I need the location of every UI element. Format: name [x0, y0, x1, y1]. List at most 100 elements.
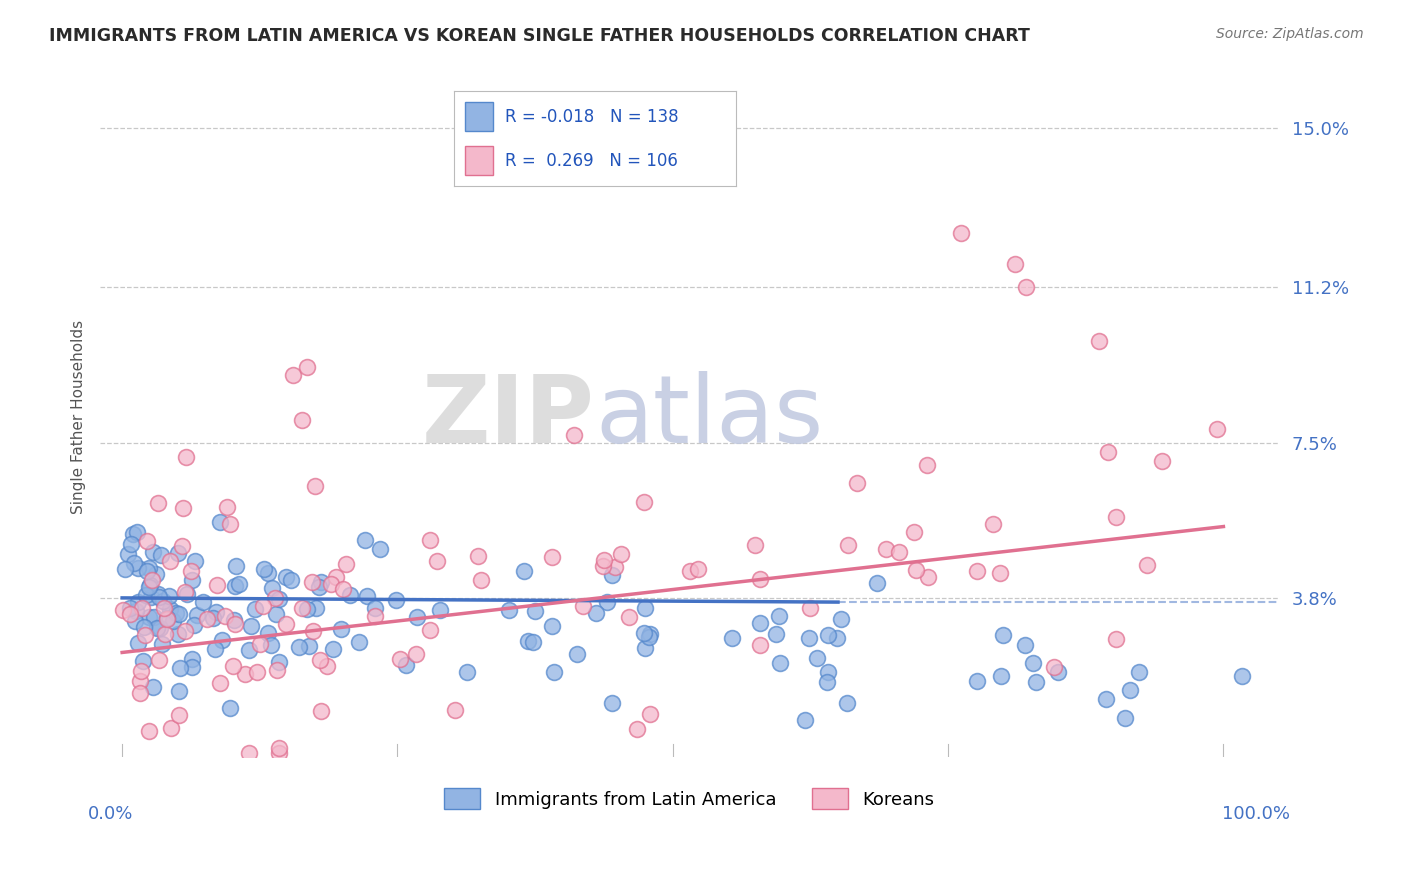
- Point: [139, 578, 162, 592]
- Point: [592, 559, 614, 574]
- Point: [288, 640, 311, 654]
- Point: [748, 638, 770, 652]
- Point: [174, 450, 197, 464]
- Point: [1105, 632, 1128, 646]
- Point: [139, 591, 162, 605]
- Point: [368, 542, 391, 557]
- Point: [291, 413, 314, 427]
- Point: [395, 658, 418, 673]
- Point: [150, 548, 173, 562]
- Point: [389, 652, 412, 666]
- Point: [744, 538, 766, 552]
- Point: [169, 661, 191, 675]
- Point: [610, 547, 633, 561]
- Point: [176, 587, 198, 601]
- Point: [308, 580, 330, 594]
- Point: [603, 560, 626, 574]
- Point: [540, 549, 562, 564]
- Point: [238, 642, 260, 657]
- Point: [148, 621, 170, 635]
- Point: [595, 595, 617, 609]
- Point: [1136, 558, 1159, 572]
- Point: [619, 609, 641, 624]
- Point: [815, 674, 838, 689]
- Point: [180, 652, 202, 666]
- Point: [845, 475, 868, 490]
- Point: [517, 633, 540, 648]
- Point: [794, 714, 817, 728]
- Point: [904, 563, 927, 577]
- Point: [145, 566, 167, 581]
- Point: [252, 599, 274, 613]
- Point: [315, 658, 337, 673]
- Point: [298, 639, 321, 653]
- Point: [799, 601, 821, 615]
- Point: [238, 746, 260, 760]
- Point: [688, 562, 710, 576]
- Point: [224, 616, 246, 631]
- Point: [134, 620, 156, 634]
- Point: [148, 590, 170, 604]
- Point: [875, 542, 897, 557]
- Point: [1025, 674, 1047, 689]
- Point: [866, 576, 889, 591]
- Text: 100.0%: 100.0%: [1222, 805, 1291, 823]
- Point: [138, 724, 160, 739]
- Point: [988, 566, 1011, 580]
- Point: [444, 702, 467, 716]
- Point: [260, 581, 283, 595]
- Point: [257, 566, 280, 580]
- Text: Source: ZipAtlas.com: Source: ZipAtlas.com: [1216, 27, 1364, 41]
- Point: [356, 590, 378, 604]
- Point: [1022, 657, 1045, 671]
- Point: [228, 576, 250, 591]
- Point: [1150, 453, 1173, 467]
- Point: [1232, 669, 1254, 683]
- Point: [281, 368, 304, 382]
- Point: [456, 665, 478, 679]
- Point: [153, 627, 176, 641]
- Point: [498, 603, 520, 617]
- Point: [626, 722, 648, 736]
- Point: [138, 580, 160, 594]
- Point: [1015, 280, 1038, 294]
- Point: [146, 496, 169, 510]
- Point: [1095, 692, 1118, 706]
- Point: [418, 533, 440, 547]
- Point: [638, 631, 661, 645]
- Point: [256, 626, 278, 640]
- Point: [129, 673, 152, 688]
- Point: [295, 359, 318, 374]
- Point: [295, 602, 318, 616]
- Point: [267, 740, 290, 755]
- Point: [426, 554, 449, 568]
- Point: [211, 633, 233, 648]
- Point: [112, 603, 135, 617]
- Point: [142, 680, 165, 694]
- Point: [917, 570, 939, 584]
- Point: [274, 569, 297, 583]
- Point: [291, 600, 314, 615]
- Point: [513, 565, 536, 579]
- Point: [523, 604, 546, 618]
- Point: [132, 654, 155, 668]
- Text: IMMIGRANTS FROM LATIN AMERICA VS KOREAN SINGLE FATHER HOUSEHOLDS CORRELATION CHA: IMMIGRANTS FROM LATIN AMERICA VS KOREAN …: [49, 27, 1031, 45]
- Point: [120, 601, 142, 615]
- Point: [830, 612, 852, 626]
- Legend: Immigrants from Latin America, Koreans: Immigrants from Latin America, Koreans: [437, 781, 942, 816]
- Point: [311, 704, 333, 718]
- Point: [1206, 421, 1229, 435]
- Point: [325, 570, 347, 584]
- Point: [167, 607, 190, 621]
- Point: [309, 652, 332, 666]
- Text: atlas: atlas: [595, 371, 824, 464]
- Point: [243, 602, 266, 616]
- Point: [141, 574, 163, 588]
- Point: [309, 575, 332, 590]
- Point: [167, 708, 190, 723]
- Point: [332, 582, 354, 596]
- Point: [602, 697, 624, 711]
- Point: [138, 561, 160, 575]
- Point: [167, 627, 190, 641]
- Point: [148, 653, 170, 667]
